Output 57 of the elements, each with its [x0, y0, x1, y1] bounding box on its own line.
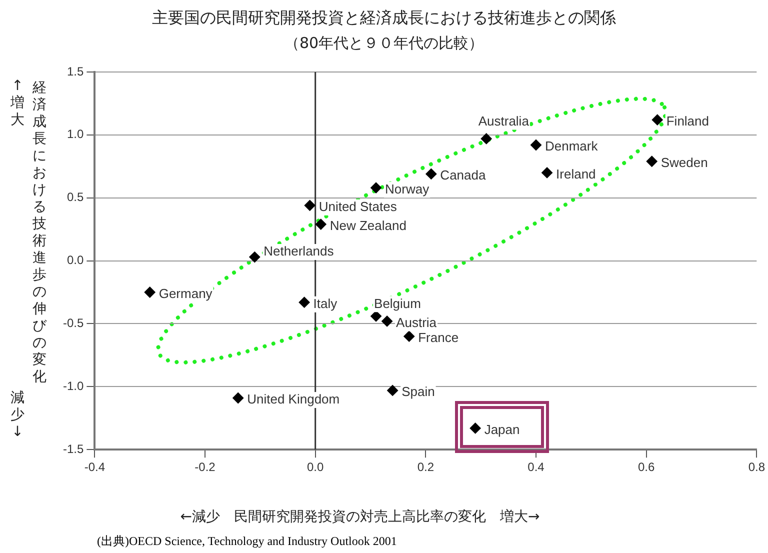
point [298, 296, 310, 308]
point [304, 200, 316, 211]
point [652, 114, 663, 126]
series-label: Austria [396, 314, 438, 330]
point [470, 422, 481, 434]
series-label: Japan [484, 422, 520, 437]
series-label: United States [318, 198, 398, 214]
x-tick-label: 0.6 [638, 460, 655, 474]
series-label: New Zealand [330, 218, 406, 233]
x-tick-label: -0.2 [194, 460, 216, 474]
point [404, 330, 415, 342]
chart-subtitle: （80年代と９０年代の比較） [283, 34, 485, 53]
x-tick-label: 0.0 [306, 460, 324, 474]
series-label: Germany [158, 286, 213, 301]
series-label: Netherlands [264, 244, 334, 259]
x-tick-label: 0.8 [748, 460, 766, 474]
y-tick-label: -1.5 [62, 442, 84, 456]
x-tick-label: 0.2 [417, 460, 434, 474]
series-label: France [418, 330, 459, 345]
point [370, 310, 382, 322]
series-label: Canada [440, 168, 486, 183]
series-label: United Kingdom [247, 392, 340, 407]
point [387, 384, 398, 396]
series-label: Finland [666, 113, 710, 128]
text: ↑増大 [10, 78, 25, 129]
y-tick-label: 1.5 [66, 64, 84, 78]
text: 経済成長における技術進歩の伸びの変化 [32, 80, 46, 385]
y-tick-label: 0.5 [66, 190, 84, 204]
x-axis-title: ←減少 民間研究開発投資の対売上高比率の変化 増大→ [179, 508, 541, 526]
series-label: Belgium [374, 296, 421, 311]
point [370, 182, 382, 194]
point [249, 252, 260, 263]
x-tick-label: -0.4 [84, 460, 106, 474]
point [646, 156, 658, 167]
point [480, 133, 492, 144]
point [144, 286, 156, 298]
y-tick-label: 0.0 [66, 253, 84, 268]
point [315, 218, 326, 230]
point [382, 316, 393, 327]
series-label: Australia [478, 113, 530, 128]
point [530, 140, 542, 151]
series-label: Spain [402, 384, 435, 400]
series-label: Ireland [556, 166, 596, 182]
text: 減少↓ [10, 390, 25, 441]
text: (出典)OECD Science, Technology and Industry Outlook 2001 [97, 533, 397, 550]
x-tick-label: 0.4 [528, 460, 545, 474]
y-tick-label: -0.5 [62, 316, 84, 330]
y-tick-label: 1.0 [66, 127, 84, 142]
point [232, 392, 244, 404]
series-label: Italy [313, 296, 338, 311]
series-label: Norway [385, 181, 430, 196]
chart-title: 主要国の民間研究開発投資と経済成長における技術進歩との関係 [151, 8, 617, 29]
point [542, 167, 553, 178]
point [426, 168, 437, 180]
series-label: Denmark [545, 138, 598, 154]
y-tick-label: -1.0 [62, 378, 84, 393]
series-label: Sweden [660, 154, 708, 170]
